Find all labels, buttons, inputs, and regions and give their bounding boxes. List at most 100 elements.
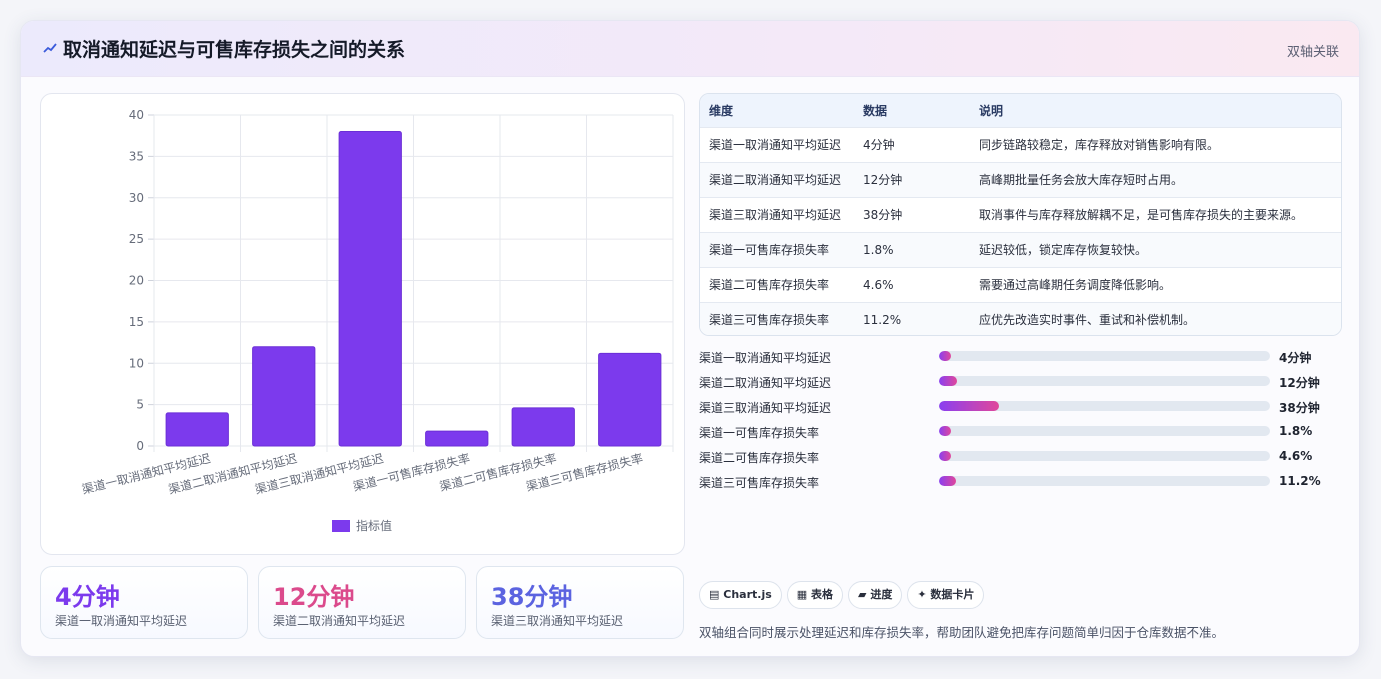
bar — [511, 407, 575, 447]
kpi-value: 4分钟 — [55, 583, 120, 611]
table-cell: 渠道三取消通知平均延迟 — [709, 208, 842, 222]
table-row: 渠道一取消通知平均延迟 4分钟 同步链路较稳定，库存释放对销售影响有限。 — [700, 127, 1341, 162]
table-cell: 11.2% — [863, 312, 902, 327]
bar — [425, 430, 489, 447]
table-cell: 应优先改造实时事件、重试和补偿机制。 — [979, 313, 1196, 328]
column-header: 说明 — [979, 103, 1004, 118]
progress-row: 渠道一取消通知平均延迟 4分钟 — [699, 347, 1342, 372]
sparkle-icon: ✦ — [917, 588, 927, 601]
data-table: 维度 数据 说明 渠道一取消通知平均延迟 4分钟 同步链路较稳定，库存释放对销售影响… — [699, 93, 1342, 336]
progress-track — [939, 376, 1270, 386]
table-cell: 需要通过高峰期任务调度降低影响。 — [979, 278, 1172, 292]
table-cell: 延迟较低，锁定库存恢复较快。 — [979, 243, 1148, 257]
chart-panel: 0 5 10 15 20 25 30 35 40 渠道一取消通知平均延迟 渠道二取消通知平均延迟 渠道… — [40, 93, 685, 555]
progress-label: 渠道三可售库存损失率 — [699, 476, 820, 490]
table-cell: 高峰期批量任务会放大库存短时占用。 — [979, 173, 1184, 187]
tag-list: ▤ Chart.js ▦ 表格 ▰ 进度 ✦ 数据卡片 — [699, 581, 989, 609]
y-tick-label: 20 — [129, 274, 144, 288]
table-cell: 取消事件与库存释放解耦不足，是可售库存损失的主要来源。 — [979, 208, 1304, 222]
table-row: 渠道一可售库存损失率 1.8% 延迟较低，锁定库存恢复较快。 — [700, 232, 1341, 267]
progress-label: 渠道三取消通知平均延迟 — [699, 401, 832, 415]
bar — [252, 346, 316, 447]
table-cell: 渠道三可售库存损失率 — [709, 313, 830, 328]
table-row: 渠道三取消通知平均延迟 38分钟 取消事件与库存释放解耦不足，是可售库存损失的主要来… — [700, 197, 1341, 232]
progress-fill — [939, 401, 999, 411]
y-tick-label: 40 — [129, 108, 144, 122]
tag-chip[interactable]: ▦ 表格 — [786, 581, 844, 609]
bar — [165, 412, 229, 447]
tag-chip[interactable]: ▤ Chart.js — [699, 581, 782, 609]
progress-label: 渠道二可售库存损失率 — [699, 451, 820, 465]
table-cell: 渠道二取消通知平均延迟 — [709, 173, 842, 187]
progress-fill — [939, 451, 951, 461]
progress-fill — [939, 351, 951, 361]
tag-label: Chart.js — [723, 588, 772, 601]
bar — [598, 352, 662, 447]
footer-note: 双轴组合同时展示处理延迟和库存损失率，帮助团队避免把库存问题简单归因于仓库数据不… — [699, 625, 1225, 640]
table-row: 渠道二可售库存损失率 4.6% 需要通过高峰期任务调度降低影响。 — [700, 267, 1341, 302]
kpi-card: 4分钟 渠道一取消通知平均延迟 — [40, 566, 248, 639]
column-header: 数据 — [863, 103, 888, 118]
tag-chip[interactable]: ▰ 进度 — [848, 581, 903, 609]
dashboard-card: 取消通知延迟与可售库存损失之间的关系 双轴关联 0 5 10 15 20 25 30 35 40… — [20, 20, 1360, 657]
page-title: 取消通知延迟与可售库存损失之间的关系 — [63, 39, 406, 61]
tag-label: 进度 — [870, 588, 893, 601]
kpi-value: 38分钟 — [491, 583, 573, 611]
progress-value: 4.6% — [1279, 449, 1313, 463]
table-cell: 4.6% — [863, 277, 894, 292]
y-tick-label: 0 — [136, 439, 144, 453]
progress-icon: ▰ — [858, 588, 867, 601]
progress-row: 渠道一可售库存损失率 1.8% — [699, 422, 1342, 447]
progress-track — [939, 351, 1270, 361]
column-header: 维度 — [709, 103, 734, 118]
y-tick-label: 10 — [129, 356, 144, 370]
progress-row: 渠道三取消通知平均延迟 38分钟 — [699, 397, 1342, 422]
table-cell: 渠道一可售库存损失率 — [709, 243, 830, 257]
progress-track — [939, 451, 1270, 461]
progress-label: 渠道二取消通知平均延迟 — [699, 376, 832, 390]
chart-icon: ▤ — [709, 588, 720, 601]
progress-label: 渠道一可售库存损失率 — [699, 426, 820, 440]
card-header: 取消通知延迟与可售库存损失之间的关系 双轴关联 — [21, 21, 1359, 77]
kpi-card: 12分钟 渠道二取消通知平均延迟 — [258, 566, 466, 639]
table-cell: 12分钟 — [863, 173, 903, 187]
kpi-label: 渠道一取消通知平均延迟 — [55, 614, 188, 628]
progress-fill — [939, 376, 958, 386]
progress-track — [939, 476, 1270, 486]
table-cell: 1.8% — [863, 242, 894, 257]
progress-label: 渠道一取消通知平均延迟 — [699, 351, 832, 365]
table-cell: 4分钟 — [863, 138, 895, 152]
progress-row: 渠道三可售库存损失率 11.2% — [699, 472, 1342, 497]
header-badge: 双轴关联 — [1286, 45, 1339, 60]
legend-label: 指标值 — [356, 518, 392, 533]
progress-value: 12分钟 — [1279, 376, 1320, 390]
y-tick-label: 15 — [129, 315, 144, 329]
table-row: 渠道三可售库存损失率 11.2% 应优先改造实时事件、重试和补偿机制。 — [700, 302, 1341, 335]
progress-fill — [939, 426, 951, 436]
table-cell: 38分钟 — [863, 208, 903, 222]
table-cell: 渠道二可售库存损失率 — [709, 278, 830, 292]
table-icon: ▦ — [796, 588, 808, 601]
table-cell: 渠道一取消通知平均延迟 — [709, 138, 842, 152]
bar — [338, 131, 402, 447]
progress-fill — [939, 476, 956, 486]
bar-chart: 0510152025303540渠道一取消通知平均延迟渠道二取消通知平均延迟渠道… — [80, 108, 674, 533]
tag-chip[interactable]: ✦ 数据卡片 — [907, 581, 985, 609]
y-tick-label: 35 — [129, 149, 144, 163]
progress-track — [939, 426, 1270, 436]
progress-row: 渠道二取消通知平均延迟 12分钟 — [699, 372, 1342, 397]
tag-label: 表格 — [811, 588, 834, 601]
y-tick-label: 25 — [129, 232, 144, 246]
table-header-row: 维度 数据 说明 — [700, 94, 1341, 127]
table-cell: 同步链路较稳定，库存释放对销售影响有限。 — [979, 138, 1220, 152]
progress-value: 11.2% — [1279, 474, 1321, 488]
chart-line-icon — [43, 43, 57, 53]
progress-value: 38分钟 — [1279, 401, 1320, 415]
progress-list: 渠道一取消通知平均延迟 4分钟渠道二取消通知平均延迟 12分钟渠道三取消通知平均延迟… — [699, 347, 1342, 497]
progress-value: 4分钟 — [1279, 351, 1312, 365]
kpi-value: 12分钟 — [273, 583, 355, 611]
y-tick-label: 5 — [136, 398, 144, 412]
kpi-label: 渠道三取消通知平均延迟 — [491, 614, 624, 628]
kpi-card: 38分钟 渠道三取消通知平均延迟 — [476, 566, 684, 639]
kpi-label: 渠道二取消通知平均延迟 — [273, 614, 406, 628]
